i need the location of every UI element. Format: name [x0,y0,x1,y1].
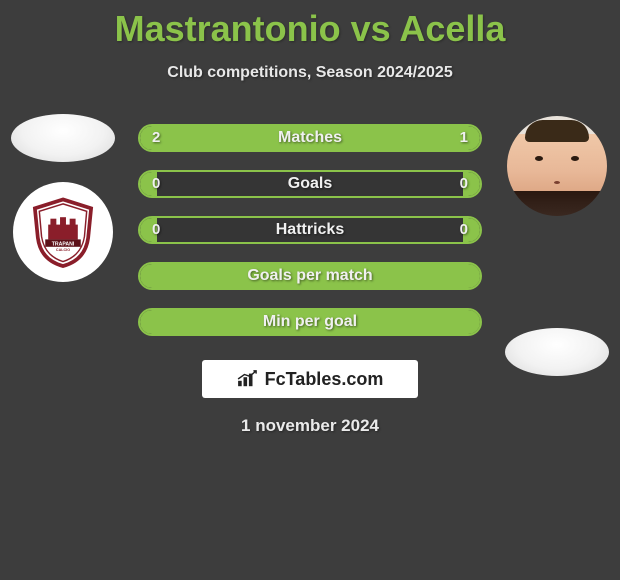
stats-bars: Matches21Goals00Hattricks00Goals per mat… [138,124,482,354]
bar-chart-icon [237,370,259,388]
club-badge-left: TRAPANI CALCIO [13,182,113,282]
stat-row: Goals0 0 [138,170,482,198]
stat-value-left: 0 [140,172,172,196]
stat-value-right: 1 [448,126,480,150]
player-right-avatar [507,116,607,216]
stat-label: Matches [140,126,480,150]
date-text: 1 november 2024 [0,416,620,436]
player-left-placeholder [11,114,115,162]
stat-label: Min per goal [140,310,480,334]
stat-row: Goals per match [138,262,482,290]
stat-value-right: 0 [448,218,480,242]
stat-value-left: 2 [140,126,172,150]
stat-label: Goals per match [140,264,480,288]
stat-row: Hattricks0 0 [138,216,482,244]
stat-value-right: 0 [448,172,480,196]
stat-value-left: 0 [140,218,172,242]
player-left-column: TRAPANI CALCIO [8,110,118,282]
stat-row: Matches2 1 [138,124,482,152]
stat-label: Goals [140,172,480,196]
branding-text: FcTables.com [265,369,384,390]
branding-badge: FcTables.com [202,360,418,398]
stat-row: Min per goal [138,308,482,336]
face-icon [507,116,607,216]
svg-text:TRAPANI: TRAPANI [52,241,75,247]
player-right-column [502,110,612,376]
shield-icon: TRAPANI CALCIO [26,195,100,269]
subtitle: Club competitions, Season 2024/2025 [0,64,620,82]
svg-text:CALCIO: CALCIO [56,248,70,252]
stat-label: Hattricks [140,218,480,242]
page-title: Mastrantonio vs Acella [0,0,620,50]
